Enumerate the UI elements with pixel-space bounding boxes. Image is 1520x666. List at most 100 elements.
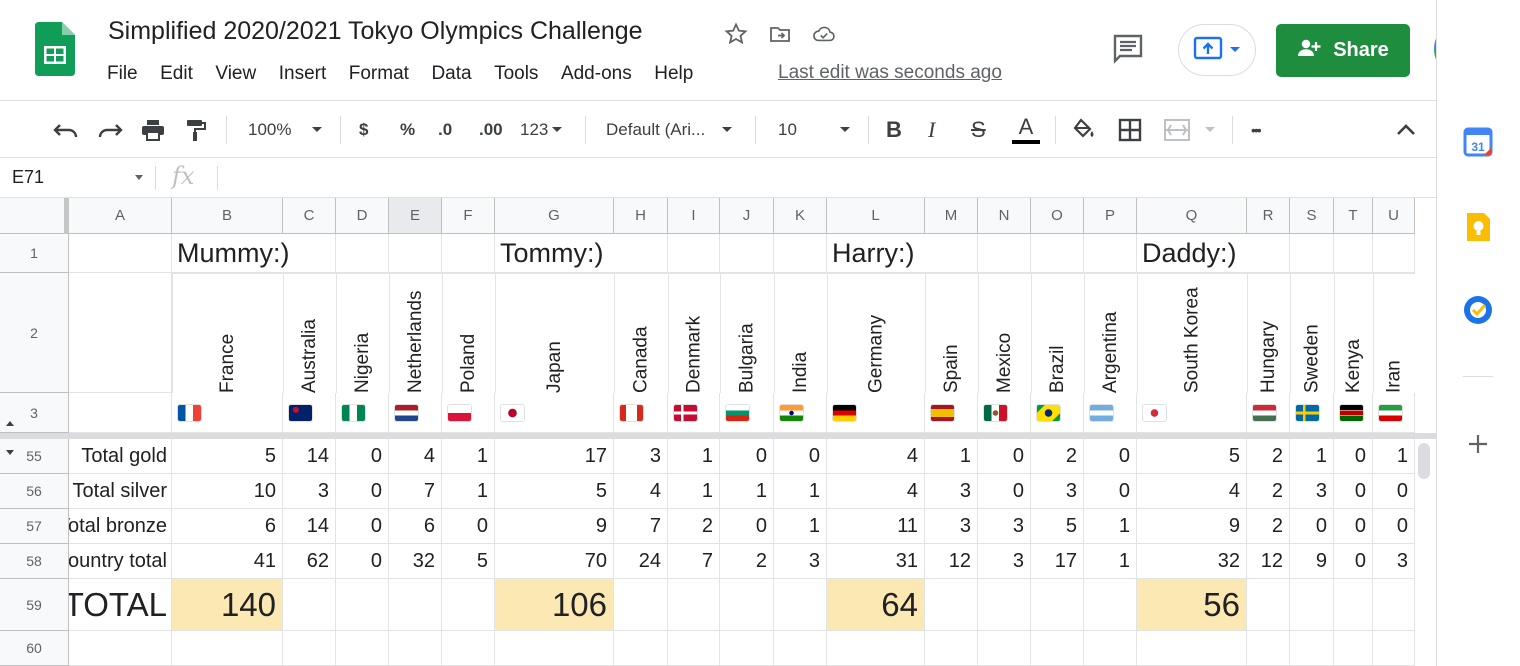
country-name[interactable]: Iran bbox=[1373, 273, 1415, 393]
zoom-select[interactable]: 100% bbox=[248, 101, 323, 159]
cell-a-2[interactable] bbox=[69, 273, 172, 393]
medal-count[interactable]: 5 bbox=[1137, 439, 1247, 474]
name-box[interactable]: E71 bbox=[12, 167, 45, 187]
grid-cell[interactable] bbox=[720, 234, 774, 273]
column-header-h[interactable]: H bbox=[614, 198, 668, 234]
document-title[interactable]: Simplified 2020/2021 Tokyo Olympics Chal… bbox=[108, 17, 643, 45]
column-header-j[interactable]: J bbox=[720, 198, 774, 234]
font-family-select[interactable]: Default (Ari... bbox=[606, 101, 733, 159]
redo-icon[interactable] bbox=[97, 101, 123, 159]
grid-cell[interactable] bbox=[720, 579, 774, 631]
grid-cell[interactable] bbox=[1290, 631, 1334, 666]
menu-format[interactable]: Format bbox=[348, 63, 409, 84]
medal-count[interactable]: 70 bbox=[495, 544, 614, 579]
grid-cell[interactable] bbox=[774, 579, 827, 631]
menu-help[interactable]: Help bbox=[654, 63, 694, 84]
medal-count[interactable]: 1 bbox=[774, 474, 827, 509]
medal-count[interactable]: 5 bbox=[1031, 509, 1084, 544]
grid-cell[interactable] bbox=[389, 234, 442, 273]
medal-count[interactable]: 0 bbox=[442, 509, 495, 544]
grid-cell[interactable] bbox=[925, 234, 978, 273]
flag-cell[interactable] bbox=[774, 393, 827, 433]
medal-count[interactable]: 4 bbox=[1137, 474, 1247, 509]
flag-cell[interactable] bbox=[172, 393, 283, 433]
vertical-scrollbar-thumb[interactable] bbox=[1418, 443, 1430, 479]
medal-count[interactable]: 0 bbox=[1334, 474, 1373, 509]
font-size-select[interactable]: 10 bbox=[778, 101, 851, 159]
column-header-b[interactable]: B bbox=[172, 198, 283, 234]
medal-count[interactable]: 4 bbox=[827, 474, 925, 509]
percent-format-button[interactable]: % bbox=[400, 120, 416, 139]
medal-count[interactable]: 3 bbox=[1373, 544, 1415, 579]
grid-cell[interactable] bbox=[1031, 631, 1084, 666]
row-header-2[interactable]: 2 bbox=[0, 273, 69, 393]
row-header-1[interactable]: 1 bbox=[0, 234, 69, 273]
last-edit-link[interactable]: Last edit was seconds ago bbox=[778, 62, 1002, 83]
row-header-57[interactable]: 57 bbox=[0, 509, 69, 544]
flag-cell[interactable] bbox=[614, 393, 668, 433]
player-name[interactable]: Harry:) bbox=[827, 234, 925, 273]
grid-cell[interactable] bbox=[1084, 631, 1137, 666]
column-header-d[interactable]: D bbox=[336, 198, 389, 234]
grid-cell[interactable] bbox=[1084, 234, 1137, 273]
medal-count[interactable]: 4 bbox=[827, 439, 925, 474]
grid-cell[interactable] bbox=[925, 579, 978, 631]
flag-cell[interactable] bbox=[1290, 393, 1334, 433]
medal-count[interactable]: 32 bbox=[1137, 544, 1247, 579]
medal-count[interactable]: 3 bbox=[978, 544, 1031, 579]
row-label[interactable]: Total bronze bbox=[69, 509, 172, 544]
grid-cell[interactable] bbox=[336, 631, 389, 666]
player-name[interactable]: Mummy:) bbox=[172, 234, 289, 273]
medal-count[interactable]: 3 bbox=[614, 439, 668, 474]
frozen-rows-divider[interactable] bbox=[0, 433, 1436, 439]
merge-cells-icon[interactable] bbox=[1164, 101, 1216, 159]
medal-count[interactable]: 0 bbox=[978, 439, 1031, 474]
row-label[interactable]: Country total bbox=[69, 544, 172, 579]
medal-count[interactable]: 3 bbox=[283, 474, 336, 509]
grid-cell[interactable] bbox=[442, 579, 495, 631]
grid-cell[interactable] bbox=[442, 631, 495, 666]
medal-count[interactable]: 0 bbox=[1373, 509, 1415, 544]
grid-cell[interactable] bbox=[283, 234, 336, 273]
country-name[interactable]: Spain bbox=[925, 273, 978, 393]
player-total[interactable]: 64 bbox=[827, 579, 925, 631]
medal-count[interactable]: 2 bbox=[1031, 439, 1084, 474]
flag-cell[interactable] bbox=[925, 393, 978, 433]
grid-cell[interactable] bbox=[614, 234, 668, 273]
medal-count[interactable]: 1 bbox=[774, 509, 827, 544]
medal-count[interactable]: 3 bbox=[925, 474, 978, 509]
medal-count[interactable]: 6 bbox=[172, 509, 283, 544]
medal-count[interactable]: 0 bbox=[1334, 439, 1373, 474]
medal-count[interactable]: 2 bbox=[1247, 439, 1290, 474]
spreadsheet-grid[interactable]: A B C D E F G H I J K L M N O P Q R S T U 1 2 3 55 56 57 58 59 60 Mumm… bbox=[0, 198, 1436, 666]
player-total[interactable]: 140 bbox=[172, 579, 283, 631]
country-name[interactable]: Denmark bbox=[668, 273, 720, 393]
country-name[interactable]: Japan bbox=[495, 273, 614, 393]
medal-count[interactable]: 4 bbox=[389, 439, 442, 474]
medal-count[interactable]: 0 bbox=[720, 509, 774, 544]
country-name[interactable]: Nigeria bbox=[336, 273, 389, 393]
star-icon[interactable] bbox=[724, 22, 748, 46]
row-header-3[interactable]: 3 bbox=[0, 393, 69, 433]
country-name[interactable]: Brazil bbox=[1031, 273, 1084, 393]
column-header-g[interactable]: G bbox=[495, 198, 614, 234]
country-name[interactable]: Kenya bbox=[1334, 273, 1373, 393]
column-header-p[interactable]: P bbox=[1084, 198, 1137, 234]
country-name[interactable]: France bbox=[172, 273, 283, 393]
medal-count[interactable]: 17 bbox=[1031, 544, 1084, 579]
menu-data[interactable]: Data bbox=[431, 63, 472, 84]
column-header-a[interactable]: A bbox=[69, 198, 172, 234]
medal-count[interactable]: 7 bbox=[389, 474, 442, 509]
menu-view[interactable]: View bbox=[215, 63, 257, 84]
cell-a-3[interactable] bbox=[69, 393, 172, 433]
medal-count[interactable]: 2 bbox=[1247, 474, 1290, 509]
flag-cell[interactable] bbox=[978, 393, 1031, 433]
fill-color-icon[interactable] bbox=[1071, 101, 1097, 159]
country-name[interactable]: Netherlands bbox=[389, 273, 442, 393]
flag-cell[interactable] bbox=[1084, 393, 1137, 433]
grid-cell[interactable] bbox=[827, 631, 925, 666]
medal-count[interactable]: 3 bbox=[925, 509, 978, 544]
grid-cell[interactable] bbox=[1290, 234, 1334, 273]
grid-cell[interactable] bbox=[336, 579, 389, 631]
medal-count[interactable]: 0 bbox=[336, 439, 389, 474]
